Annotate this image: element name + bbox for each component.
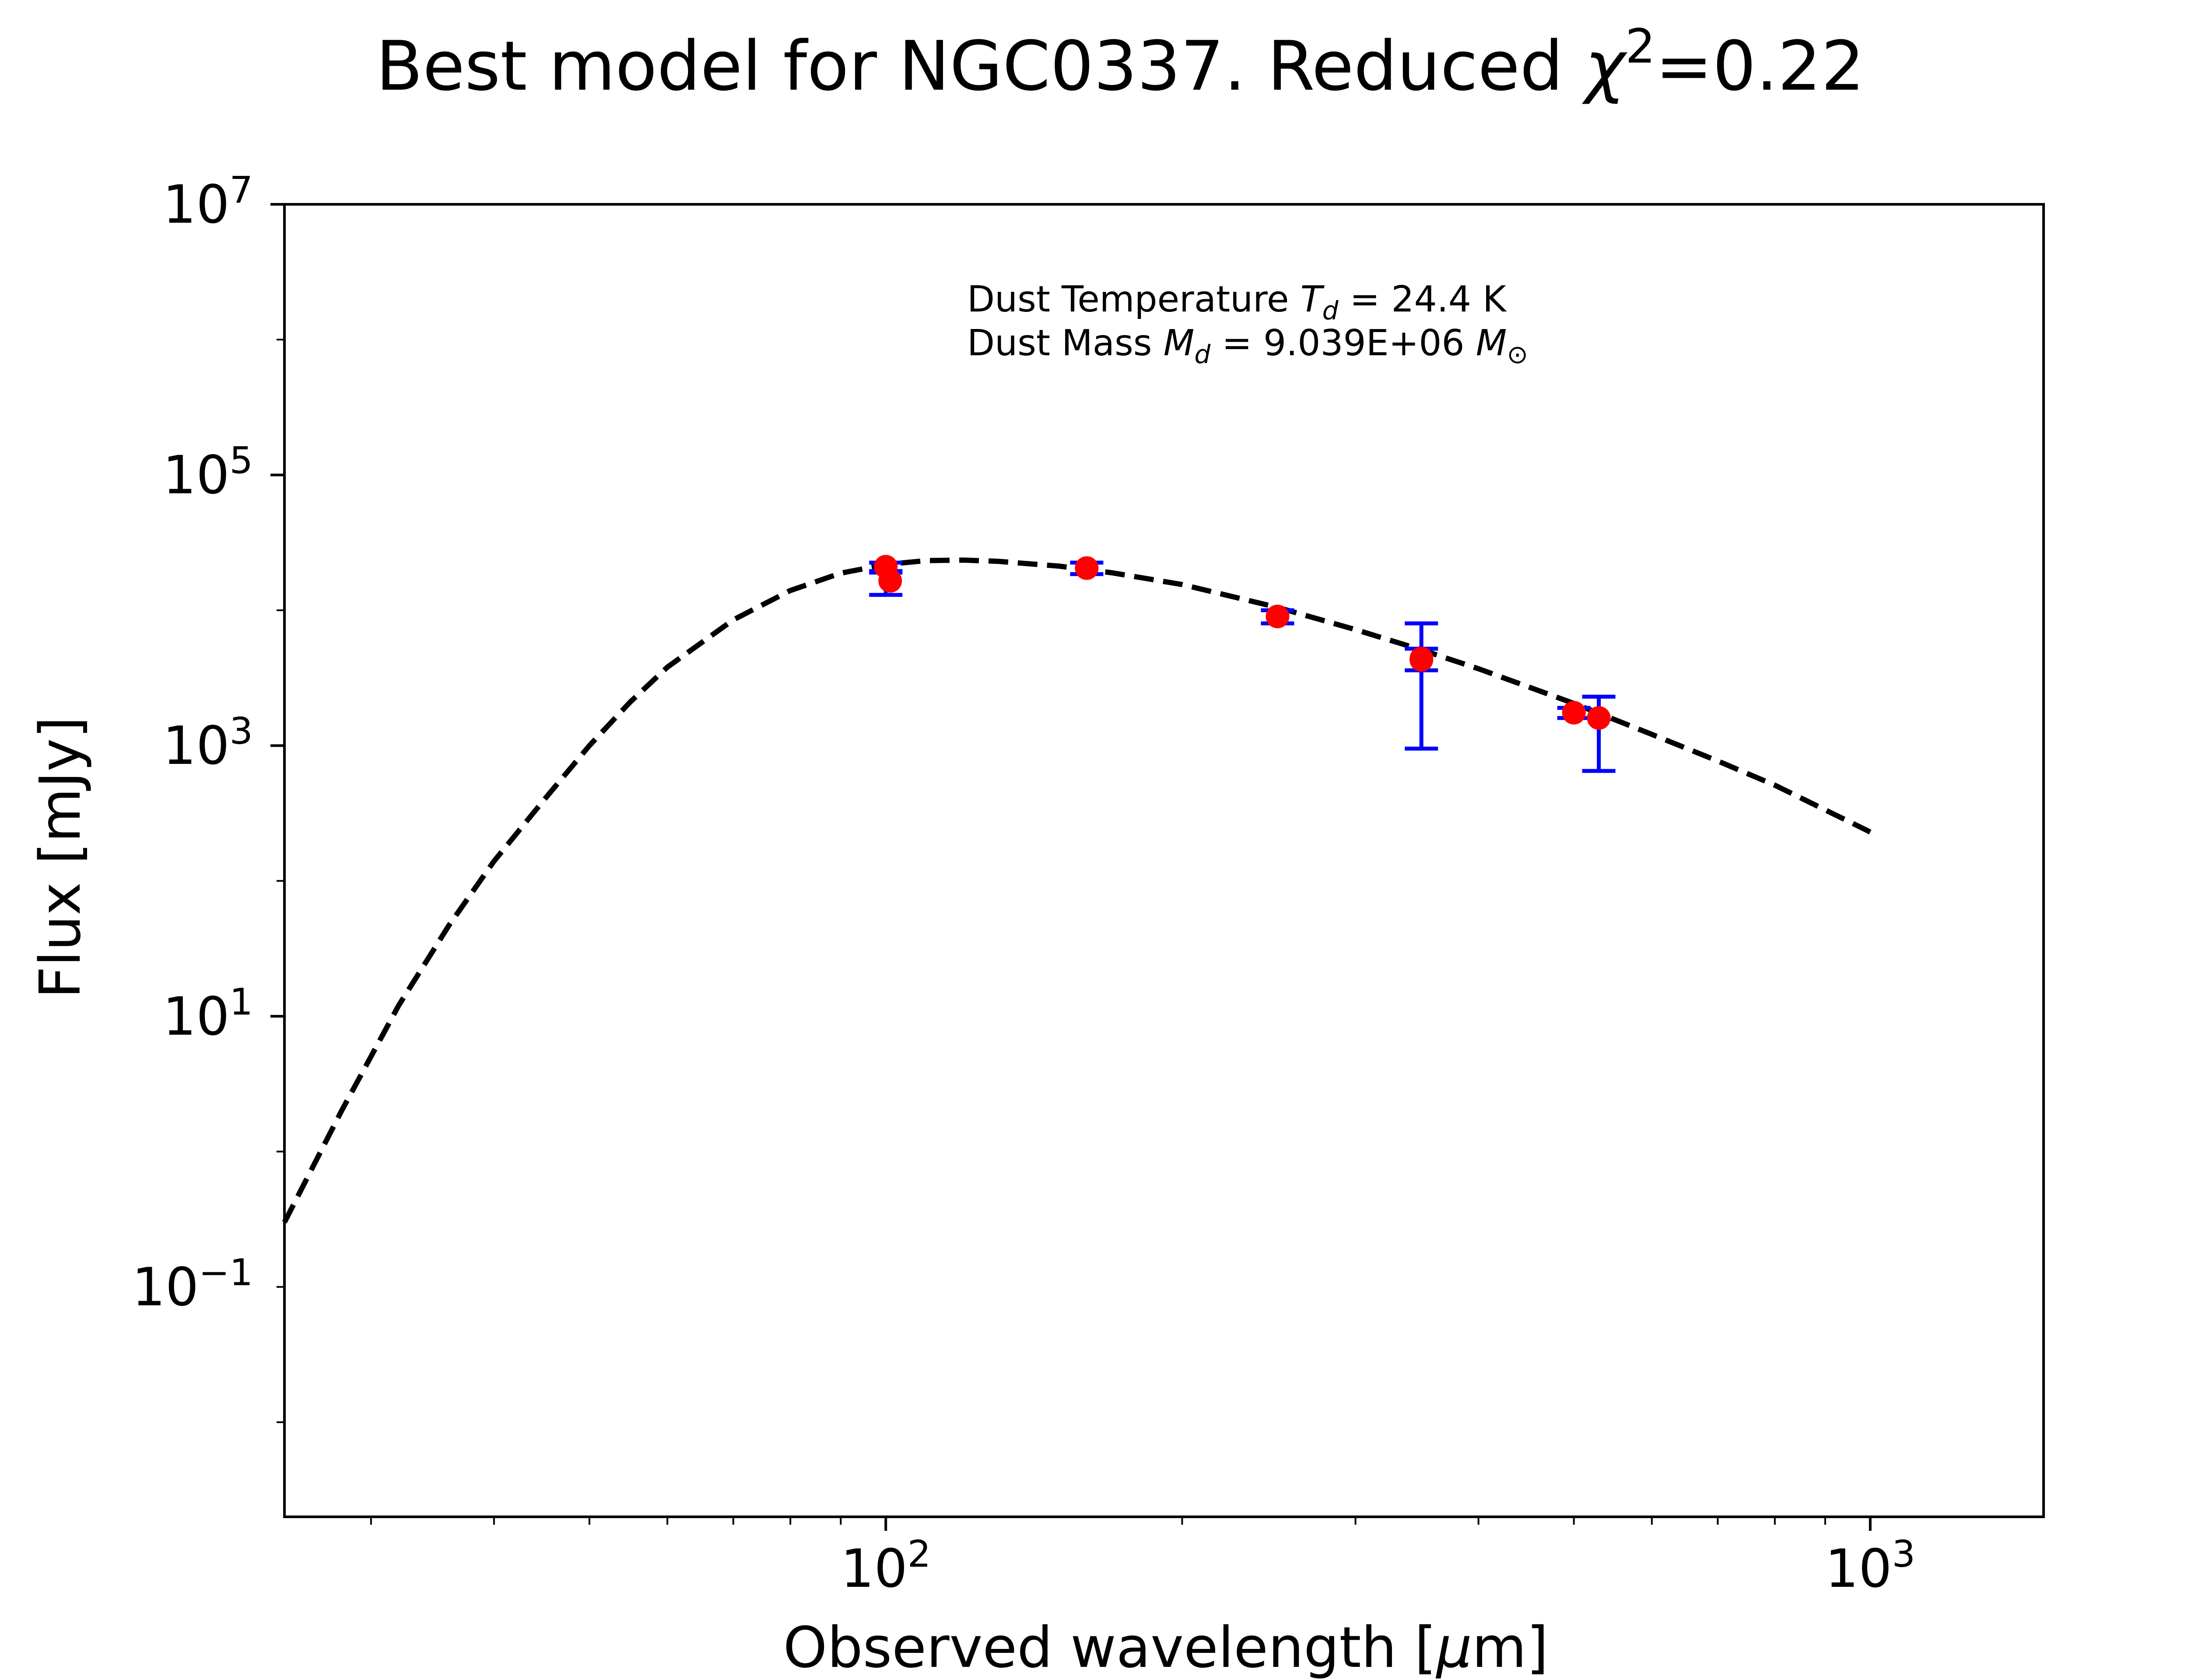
- y-tick-label: 107: [163, 168, 253, 235]
- data-point: [1587, 706, 1611, 730]
- x-axis-label-main: Observed wavelength [: [783, 1615, 1437, 1680]
- chart-title-main: Best model for NGC0337. Reduced: [376, 26, 1585, 106]
- annotation-line-2: Dust Mass Md = 9.039E+06 M⊙: [967, 322, 1528, 369]
- annotation-mass-prefix: Dust Mass: [967, 322, 1164, 364]
- y-tick-label: 10−1: [132, 1251, 253, 1318]
- chart-title-tail: =0.22: [1655, 26, 1865, 106]
- annotation-mass-unit-sub: ⊙: [1507, 340, 1528, 369]
- x-axis-label-mu: μ: [1435, 1615, 1472, 1680]
- plot-frame: [283, 203, 2045, 1518]
- x-axis-label: Observed wavelength [μm]: [783, 1615, 1549, 1680]
- annotation-mass-sub: d: [1194, 340, 1211, 369]
- annotation-temp-value: = 24.4 K: [1338, 279, 1507, 320]
- data-point: [878, 569, 902, 593]
- x-axis-label-tail: m]: [1472, 1615, 1549, 1680]
- y-tick-label: 103: [163, 710, 253, 777]
- chart-title-exponent: 2: [1625, 19, 1655, 74]
- y-tick-label: 105: [163, 439, 253, 506]
- annotation-temp-prefix: Dust Temperature: [967, 279, 1301, 320]
- annotation-temp-sub: d: [1322, 296, 1339, 326]
- data-point: [1562, 701, 1586, 725]
- plot-area: 102 103 10−1 101 103 105 107: [132, 168, 2045, 1600]
- annotation-line-1: Dust Temperature Td = 24.4 K: [967, 279, 1507, 326]
- annotation-mass-unit: M: [1476, 322, 1507, 364]
- x-tick-label: 103: [1825, 1533, 1915, 1600]
- annotation-mass-value: = 9.039E+06: [1210, 322, 1476, 364]
- y-tick-label: 101: [163, 980, 253, 1047]
- annotation-mass-symbol: M: [1164, 322, 1195, 364]
- chart-title-chi: χ: [1582, 26, 1628, 106]
- y-axis-label: Flux [mJy]: [28, 717, 93, 999]
- data-point: [1410, 647, 1434, 671]
- chart-title: Best model for NGC0337. Reduced χ2=0.22: [376, 19, 1865, 106]
- x-tick-label: 102: [841, 1533, 931, 1600]
- data-point: [1266, 605, 1290, 629]
- data-point: [1075, 556, 1099, 580]
- annotation-temp-symbol: T: [1301, 279, 1325, 320]
- model-curve: [282, 557, 1872, 1224]
